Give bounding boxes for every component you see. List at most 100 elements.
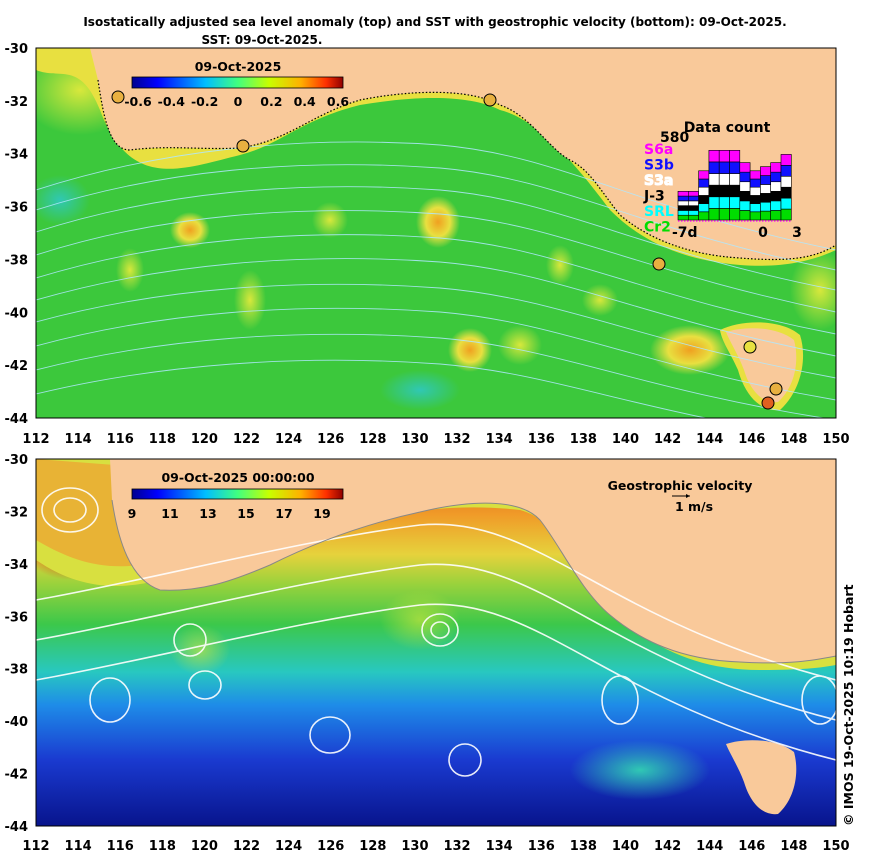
sst-colorbar-tick: 11 [161, 506, 178, 521]
sst-lat-tick: -30 [5, 453, 29, 468]
sla-lat-ticks: -30 -32 -34 -36 -38 -40 -42 -44 [5, 42, 29, 427]
sla-colorbar-tick: -0.4 [158, 94, 186, 109]
data-count-bar-segment [780, 186, 792, 199]
data-count-bar-segment [739, 200, 751, 211]
sst-lon-tick: 128 [359, 839, 386, 854]
satellite-label: J-3 [643, 189, 665, 205]
sst-colorbar-title: 09-Oct-2025 00:00:00 [161, 470, 314, 485]
sst-lon-tick: 138 [570, 839, 597, 854]
sla-colorbar-tick: -0.2 [191, 94, 218, 109]
data-count-bar-segment [718, 196, 730, 209]
data-count-bar-segment [687, 210, 699, 216]
data-count-bar-segment [677, 191, 689, 197]
data-count-xright: 3 [792, 225, 802, 241]
sst-tasmania-land [726, 740, 797, 815]
sla-lon-tick: 116 [107, 432, 134, 447]
sst-lon-tick: 148 [780, 839, 807, 854]
sst-lat-tick: -34 [5, 558, 29, 573]
data-count-bar-segment [770, 191, 782, 202]
sla-colorbar: 09-Oct-2025 -0.6 -0.4 -0.2 0 0.2 0.4 0.6 [124, 59, 349, 109]
sla-lon-tick: 142 [654, 432, 681, 447]
data-count-bar-segment [718, 173, 730, 186]
sla-colorbar-ticks: -0.6 -0.4 -0.2 0 0.2 0.4 0.6 [124, 94, 349, 109]
sla-contours [36, 141, 836, 418]
data-count-bar-segment [739, 162, 751, 173]
data-count-bar-segment [749, 170, 761, 180]
sst-colorbar-tick: 9 [128, 506, 137, 521]
data-count-bar-segment [729, 184, 741, 198]
data-count-bar-segment [677, 205, 689, 211]
sst-lat-ticks: -30 -32 -34 -36 -38 -40 -42 -44 [5, 453, 29, 835]
sst-frame [35, 458, 837, 827]
sla-lat-tick: -44 [5, 412, 29, 427]
sla-colorbar-tick: 0.6 [327, 94, 349, 109]
data-count-bar-segment [770, 181, 782, 192]
sst-lon-tick: 124 [275, 839, 302, 854]
data-count-bar-segment [718, 150, 730, 163]
sst-lon-ticks: 112 114 116 118 120 122 124 126 128 130 132 134 136 1… [22, 839, 849, 854]
satellite-label: SRL [644, 204, 674, 220]
data-count-bar-segment [760, 175, 772, 185]
sst-australia-land [110, 459, 836, 663]
data-count-bar-segment [780, 175, 792, 188]
figure-subtitle: SST: 09-Oct-2025. [202, 33, 323, 47]
sst-colorbar: 09-Oct-2025 00:00:00 9 11 13 15 17 19 [128, 470, 344, 521]
sla-lon-tick: 118 [149, 432, 176, 447]
data-count-bar-segment [760, 166, 772, 176]
data-count-bar-segment [729, 161, 741, 174]
sst-lon-tick: 126 [317, 839, 344, 854]
sst-lon-tick: 150 [822, 839, 849, 854]
data-count-bar-segment [760, 184, 772, 194]
data-count-bar-segment [729, 173, 741, 186]
data-count-bar-segment [698, 170, 710, 180]
data-count-bar-segment [729, 208, 741, 221]
sst-lon-tick: 144 [696, 839, 723, 854]
sst-lon-tick: 112 [22, 839, 49, 854]
sst-lat-tick: -36 [5, 610, 29, 625]
sla-lon-ticks: 112 114 116 118 120 122 124 126 128 130 132 134 136 1… [22, 432, 849, 447]
sla-lat-tick: -32 [5, 95, 29, 110]
data-count-bar-segment [749, 178, 761, 188]
sst-lon-tick: 134 [486, 839, 513, 854]
data-count-bar-segment [698, 203, 710, 213]
sla-lon-tick: 122 [233, 432, 260, 447]
credit-text: © IMOS 19-Oct-2025 10:19 Hobart [841, 584, 856, 826]
sst-lon-tick: 146 [738, 839, 765, 854]
data-count-bar-segment [687, 191, 699, 197]
sla-lon-tick: 146 [738, 432, 765, 447]
data-count-bar-segment [760, 210, 772, 221]
data-count-bar-segment [687, 214, 699, 221]
sst-coastline [111, 499, 836, 664]
data-count-xleft: -7d [672, 225, 698, 241]
sla-australia-land [90, 48, 836, 260]
data-count-bar-segment [729, 196, 741, 209]
sla-lat-tick: -34 [5, 148, 29, 163]
sla-lon-tick: 140 [612, 432, 639, 447]
sla-colorbar-tick: 0 [234, 94, 243, 109]
data-count-bar-segment [770, 162, 782, 173]
sla-lat-tick: -38 [5, 253, 29, 268]
sla-lon-tick: 124 [275, 432, 302, 447]
satellite-label: S6a [644, 142, 673, 158]
sst-lon-tick: 118 [149, 839, 176, 854]
sst-lat-tick: -42 [5, 768, 29, 783]
data-count-bar-segment [770, 171, 782, 183]
sla-lon-tick: 150 [822, 432, 849, 447]
sst-colorbar-tick: 13 [199, 506, 216, 521]
data-count-bar-segment [687, 205, 699, 211]
data-count-bar-segment [687, 195, 699, 202]
sla-lat-tick: -36 [5, 201, 29, 216]
data-count-bar-segment [780, 154, 792, 166]
data-count-bar-segment [739, 181, 751, 192]
sla-frame [35, 47, 837, 419]
data-count-bar-segment [698, 186, 710, 196]
sst-colorbar-tick: 19 [313, 506, 330, 521]
sla-lon-tick: 130 [401, 432, 428, 447]
sst-lon-tick: 140 [612, 839, 639, 854]
data-count-bar-segment [708, 150, 720, 163]
sst-lon-tick: 122 [233, 839, 260, 854]
sla-map-panel: 09-Oct-2025 -0.6 -0.4 -0.2 0 0.2 0.4 0.6 Data … [35, 47, 837, 419]
data-count-bar-segment [729, 150, 741, 163]
